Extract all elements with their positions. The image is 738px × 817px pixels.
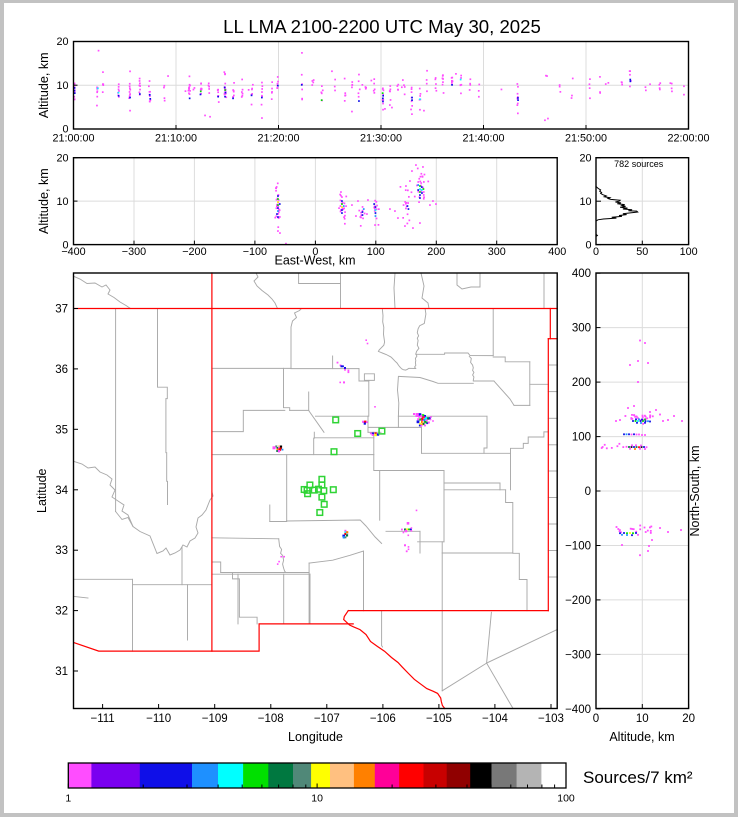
svg-text:−106: −106	[370, 713, 396, 725]
svg-text:0: 0	[62, 124, 68, 136]
svg-text:−300: −300	[122, 246, 146, 258]
svg-text:Sources/7 km²: Sources/7 km²	[583, 768, 693, 787]
svg-text:Longitude: Longitude	[288, 730, 343, 744]
svg-text:−104: −104	[482, 713, 509, 725]
svg-text:LL LMA 2100-2200 UTC May 30, 2: LL LMA 2100-2200 UTC May 30, 2025	[223, 16, 541, 37]
svg-text:−200: −200	[565, 595, 591, 607]
svg-text:21:50:00: 21:50:00	[565, 133, 607, 145]
svg-text:50: 50	[636, 246, 648, 258]
svg-text:100: 100	[572, 432, 591, 444]
svg-text:36: 36	[55, 364, 68, 376]
svg-text:−300: −300	[565, 649, 591, 661]
svg-text:−200: −200	[182, 246, 206, 258]
svg-text:−100: −100	[565, 540, 591, 552]
svg-text:−400: −400	[61, 246, 85, 258]
svg-text:−400: −400	[565, 704, 591, 716]
svg-text:10: 10	[311, 793, 323, 805]
svg-text:Altitude, km: Altitude, km	[609, 730, 674, 744]
svg-text:10: 10	[56, 80, 68, 92]
svg-text:−111: −111	[90, 713, 114, 725]
svg-text:−110: −110	[146, 713, 171, 725]
svg-text:400: 400	[548, 246, 566, 258]
svg-text:−109: −109	[202, 713, 228, 725]
svg-text:21:00:00: 21:00:00	[52, 133, 94, 145]
svg-text:Altitude, km: Altitude, km	[37, 168, 51, 234]
svg-text:32: 32	[55, 606, 68, 618]
svg-text:100: 100	[557, 793, 575, 805]
svg-text:21:10:00: 21:10:00	[155, 133, 197, 145]
svg-text:−108: −108	[258, 713, 284, 725]
svg-text:20: 20	[682, 713, 695, 725]
svg-text:100: 100	[680, 246, 698, 258]
svg-text:200: 200	[427, 246, 445, 258]
svg-text:20: 20	[56, 152, 68, 164]
svg-text:East-West, km: East-West, km	[274, 254, 355, 268]
svg-text:10: 10	[636, 713, 649, 725]
svg-text:300: 300	[488, 246, 506, 258]
svg-text:20: 20	[579, 152, 591, 164]
svg-text:0: 0	[593, 713, 599, 725]
svg-text:22:00:00: 22:00:00	[667, 133, 709, 145]
svg-text:31: 31	[55, 666, 68, 678]
svg-text:North-South, km: North-South, km	[688, 445, 702, 536]
svg-text:300: 300	[572, 323, 591, 335]
svg-text:0: 0	[62, 239, 68, 251]
svg-text:20: 20	[56, 36, 68, 48]
svg-text:−107: −107	[314, 713, 340, 725]
svg-text:10: 10	[56, 196, 68, 208]
svg-text:−105: −105	[426, 713, 452, 725]
svg-text:21:40:00: 21:40:00	[462, 133, 504, 145]
svg-text:100: 100	[367, 246, 385, 258]
svg-text:0: 0	[585, 486, 591, 498]
svg-text:33: 33	[55, 545, 68, 557]
svg-text:Latitude: Latitude	[35, 468, 49, 513]
svg-text:1: 1	[65, 793, 71, 805]
svg-text:0: 0	[585, 239, 591, 251]
svg-text:0: 0	[593, 246, 599, 258]
svg-text:782 sources: 782 sources	[614, 159, 664, 169]
svg-text:21:30:00: 21:30:00	[360, 133, 402, 145]
svg-text:35: 35	[55, 424, 68, 436]
svg-text:34: 34	[55, 485, 68, 497]
svg-text:400: 400	[572, 268, 591, 280]
svg-text:0: 0	[312, 246, 318, 258]
svg-text:Altitude, km: Altitude, km	[37, 52, 51, 118]
svg-text:37: 37	[55, 304, 68, 316]
svg-text:200: 200	[572, 377, 591, 389]
svg-text:−103: −103	[538, 713, 564, 725]
svg-text:21:20:00: 21:20:00	[257, 133, 299, 145]
svg-text:−100: −100	[243, 246, 267, 258]
svg-text:10: 10	[579, 196, 591, 208]
